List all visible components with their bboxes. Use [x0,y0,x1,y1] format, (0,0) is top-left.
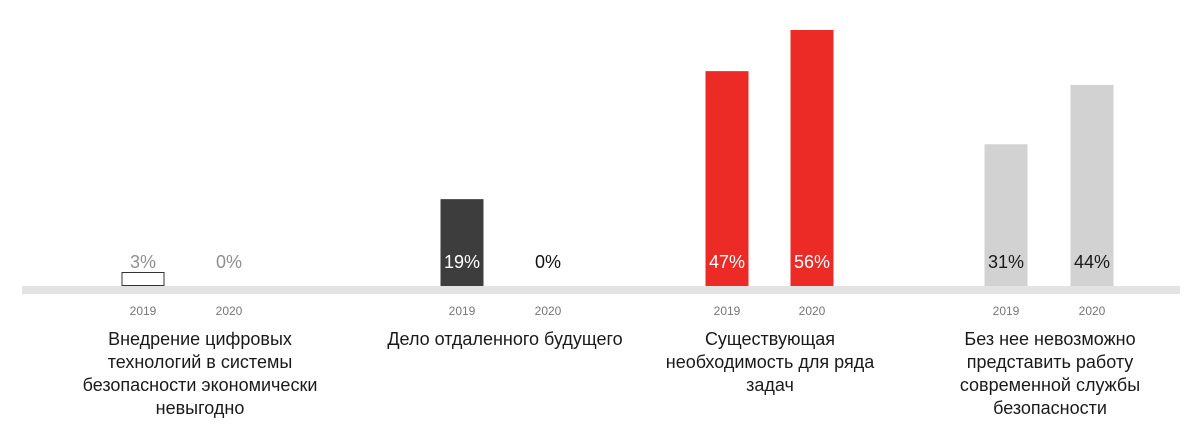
year-label-1-2019: 2019 [130,304,157,318]
value-label-1-2020: 0% [216,252,242,272]
bar-4-2019 [984,144,1028,286]
value-label-3-2020: 56% [794,252,830,272]
value-label-1-2019: 3% [130,252,156,272]
year-label-3-2019: 2019 [714,304,741,318]
category-label-4: Без нее невозможно представить работу со… [959,329,1141,418]
category-label-2: Дело отдаленного будущего [387,329,623,349]
year-label-2-2020: 2020 [535,304,562,318]
category-label-3: Существующая необходимость для ряда зада… [665,329,875,395]
year-label-1-2020: 2020 [216,304,243,318]
category-label-1: Внедрение цифровых технологий в системы … [82,329,318,418]
bar-1-2019 [121,272,165,286]
bar-2-2019 [440,199,484,286]
bar-4-2020 [1070,84,1114,286]
value-label-2-2020: 0% [535,252,561,272]
value-label-2-2019: 19% [444,252,480,272]
year-label-4-2020: 2020 [1079,304,1106,318]
year-label-4-2019: 2019 [993,304,1020,318]
bar-3-2019 [705,71,749,287]
baseline-band [22,286,1180,294]
year-label-2-2019: 2019 [449,304,476,318]
bar-3-2020 [790,30,834,286]
value-label-4-2020: 44% [1074,252,1110,272]
value-label-3-2019: 47% [709,252,745,272]
year-label-3-2020: 2020 [799,304,826,318]
value-label-4-2019: 31% [988,252,1024,272]
